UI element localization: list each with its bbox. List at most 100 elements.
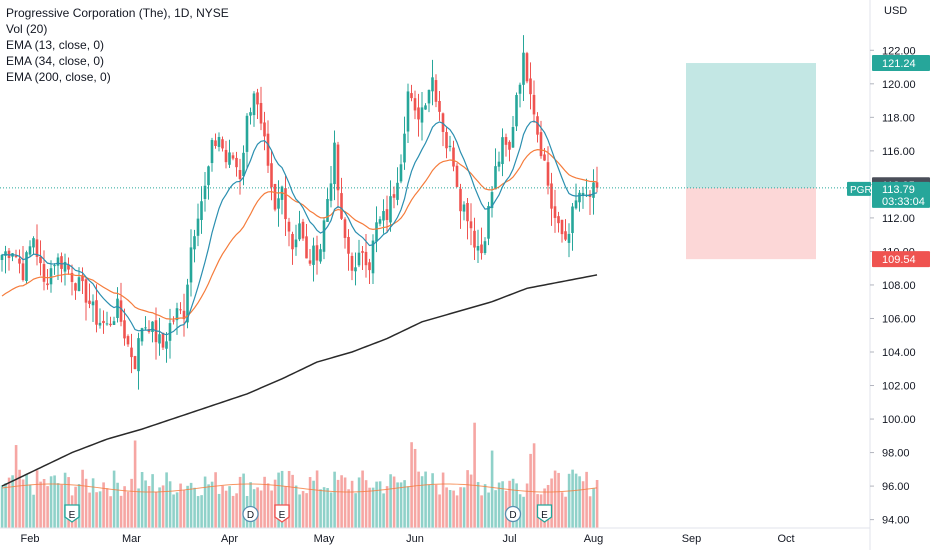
candle-body (228, 152, 231, 165)
candle-body (175, 308, 179, 321)
candle-body (392, 194, 396, 198)
candle-body (336, 144, 340, 191)
candle-body (326, 198, 329, 222)
candle-body (35, 239, 39, 257)
candle-body (256, 92, 259, 105)
volume-bar (140, 472, 144, 528)
volume-bar (515, 483, 518, 528)
volume-bar (455, 495, 459, 528)
volume-bar (406, 486, 410, 528)
candle-body (508, 141, 511, 150)
chart-legend: Progressive Corporation (The), 1D, NYSE … (6, 5, 229, 85)
svg-text:D: D (509, 510, 516, 521)
candle-body (18, 258, 21, 264)
candle-body (473, 230, 476, 248)
volume-bar (273, 479, 277, 528)
x-tick-label: May (314, 533, 335, 545)
candle-body (501, 137, 504, 165)
volume-bar (53, 475, 56, 528)
volume-bar (32, 494, 35, 528)
candle-body (56, 257, 60, 266)
candle-body (427, 89, 431, 104)
volume-bar (39, 481, 42, 528)
volume-bar (315, 470, 319, 528)
volume-bar (574, 473, 578, 528)
volume-bar (504, 490, 508, 528)
volume-bar (133, 440, 137, 528)
volume-bar (294, 485, 298, 528)
candle-body (371, 240, 375, 274)
candle-body (490, 192, 494, 209)
earnings-event-marker[interactable]: E (536, 504, 553, 523)
candle-body (343, 219, 347, 238)
volume-bar (564, 496, 567, 528)
candle-body (119, 300, 123, 322)
candle-body (525, 53, 529, 82)
candle-body (564, 231, 567, 240)
dividend-event-marker[interactable]: D (242, 505, 259, 523)
profit-target-zone (686, 63, 816, 188)
volume-bar (266, 483, 270, 528)
volume-bar (571, 469, 574, 528)
volume-bar (595, 479, 599, 528)
dividend-event-marker[interactable]: D (504, 505, 522, 523)
volume-bar (501, 481, 504, 528)
candle-body (151, 321, 154, 332)
candle-body (550, 183, 553, 209)
volume-bar (25, 474, 28, 528)
candle-body (529, 78, 532, 95)
candle-body (137, 338, 140, 372)
volume-bar (263, 476, 266, 528)
candle-body (578, 192, 581, 203)
volume-bar (592, 488, 595, 528)
volume-bar (172, 494, 175, 528)
volume-bar (221, 485, 224, 528)
volume-bar (511, 478, 515, 528)
candle-body (546, 162, 550, 186)
candle-body (480, 244, 483, 254)
candle-body (168, 323, 172, 341)
candle-body (420, 107, 424, 123)
volume-bar (357, 477, 361, 528)
candle-body (431, 77, 434, 92)
candle-body (245, 115, 249, 152)
volume-bar (207, 484, 210, 528)
candle-body (238, 169, 242, 180)
earnings-event-marker[interactable]: E (274, 504, 290, 523)
volume-bar (109, 496, 112, 528)
candle-body (354, 267, 357, 272)
volume-bar (483, 484, 487, 528)
candle-body (252, 93, 256, 116)
candle-body (140, 328, 144, 342)
volume-bar (81, 469, 84, 528)
earnings-event-marker[interactable]: E (64, 504, 80, 523)
volume-bar (560, 492, 564, 528)
volume-bar (119, 495, 123, 528)
candle-body (25, 252, 28, 282)
legend-title: Progressive Corporation (The), 1D, NYSE (6, 6, 229, 20)
volume-bar (84, 478, 88, 528)
volume-bar (459, 487, 462, 528)
candle-body (74, 283, 77, 291)
candle-body (84, 279, 88, 303)
x-tick-label: Mar (122, 533, 141, 545)
candle-body (511, 127, 515, 148)
volume-bar (434, 484, 438, 528)
candle-body (364, 251, 368, 266)
y-tick-label: 96.00 (882, 481, 910, 493)
candle-body (375, 222, 378, 242)
candle-body (46, 283, 49, 286)
svg-text:E: E (279, 510, 286, 521)
currency-label: USD (884, 5, 907, 17)
volume-bar (189, 482, 193, 528)
volume-bar (231, 495, 235, 528)
volume-bar (473, 422, 476, 528)
candle-body (357, 252, 361, 266)
target-price-tag-bg (872, 55, 930, 72)
candle-body (361, 251, 364, 253)
candle-body (249, 112, 252, 116)
candle-body (389, 196, 392, 223)
y-tick-label: 104.00 (882, 347, 916, 359)
